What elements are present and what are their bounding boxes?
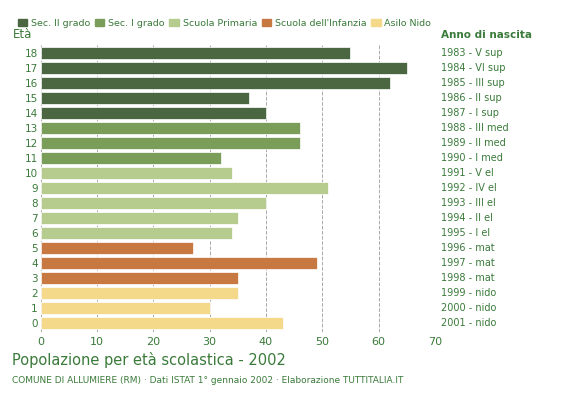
Text: 1985 - III sup: 1985 - III sup: [441, 78, 505, 88]
Text: Età: Età: [13, 28, 32, 41]
Text: COMUNE DI ALLUMIERE (RM) · Dati ISTAT 1° gennaio 2002 · Elaborazione TUTTITALIA.: COMUNE DI ALLUMIERE (RM) · Dati ISTAT 1°…: [12, 376, 403, 385]
Bar: [41, 152, 221, 164]
Text: 1987 - I sup: 1987 - I sup: [441, 108, 499, 118]
Text: 1997 - mat: 1997 - mat: [441, 258, 495, 268]
Bar: [41, 242, 193, 254]
Bar: [41, 302, 209, 314]
Text: 1993 - III el: 1993 - III el: [441, 198, 495, 208]
Text: 1999 - nido: 1999 - nido: [441, 288, 496, 298]
Bar: [41, 197, 266, 209]
Bar: [41, 167, 232, 179]
Text: 1995 - I el: 1995 - I el: [441, 228, 490, 238]
Bar: [41, 227, 232, 239]
Text: 2000 - nido: 2000 - nido: [441, 303, 496, 313]
Bar: [41, 47, 350, 59]
Text: 1998 - mat: 1998 - mat: [441, 273, 494, 283]
Bar: [41, 107, 266, 119]
Text: 1986 - II sup: 1986 - II sup: [441, 93, 502, 103]
Bar: [41, 287, 238, 299]
Text: 2001 - nido: 2001 - nido: [441, 318, 496, 328]
Text: 1984 - VI sup: 1984 - VI sup: [441, 63, 505, 73]
Text: 1994 - II el: 1994 - II el: [441, 213, 492, 223]
Text: Anno di nascita: Anno di nascita: [441, 30, 532, 40]
Bar: [41, 317, 283, 329]
Bar: [41, 62, 407, 74]
Bar: [41, 122, 300, 134]
Bar: [41, 92, 249, 104]
Text: 1989 - II med: 1989 - II med: [441, 138, 506, 148]
Bar: [41, 182, 328, 194]
Bar: [41, 212, 238, 224]
Bar: [41, 137, 300, 149]
Bar: [41, 77, 390, 89]
Bar: [41, 272, 238, 284]
Text: 1991 - V el: 1991 - V el: [441, 168, 494, 178]
Text: 1990 - I med: 1990 - I med: [441, 153, 503, 163]
Text: Popolazione per età scolastica - 2002: Popolazione per età scolastica - 2002: [12, 352, 285, 368]
Text: 1983 - V sup: 1983 - V sup: [441, 48, 502, 58]
Bar: [41, 257, 317, 269]
Text: 1996 - mat: 1996 - mat: [441, 243, 494, 253]
Text: 1988 - III med: 1988 - III med: [441, 123, 509, 133]
Text: 1992 - IV el: 1992 - IV el: [441, 183, 496, 193]
Legend: Sec. II grado, Sec. I grado, Scuola Primaria, Scuola dell'Infanzia, Asilo Nido: Sec. II grado, Sec. I grado, Scuola Prim…: [18, 18, 432, 28]
